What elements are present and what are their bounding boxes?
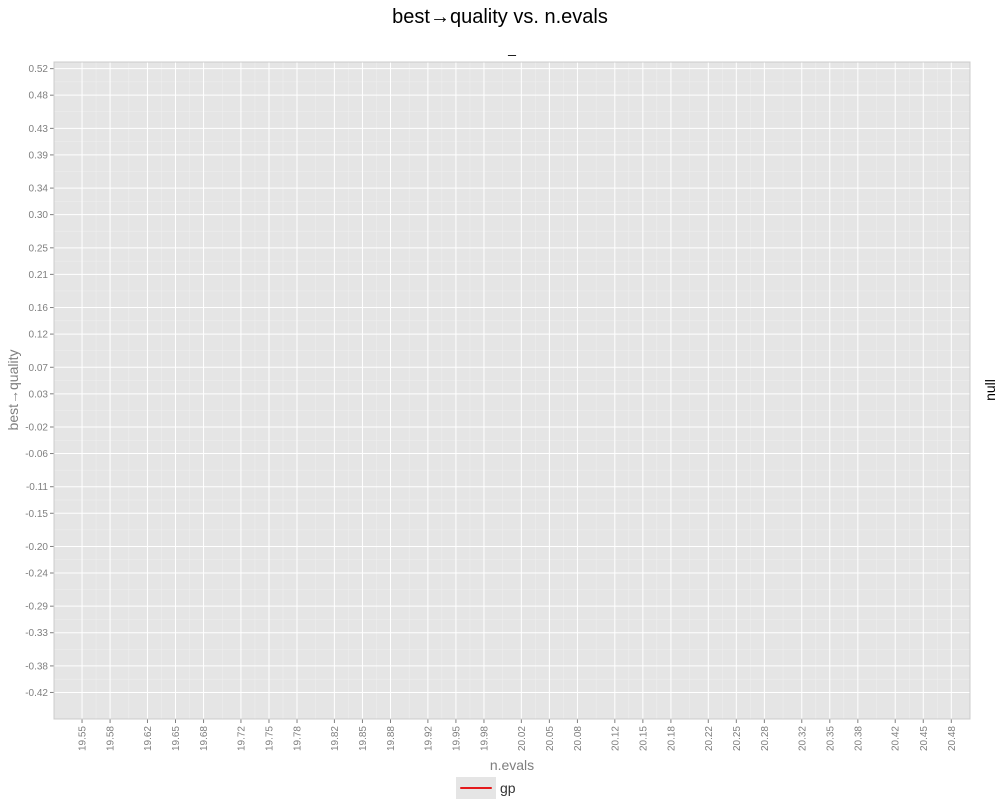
y-tick-label: 0.30 [29, 210, 49, 221]
y-tick-label: 0.48 [29, 91, 49, 102]
y-tick-label: 0.03 [29, 389, 49, 400]
x-tick-label: 19.62 [143, 726, 154, 751]
y-tick-label: -0.29 [25, 602, 48, 613]
y-tick-label: -0.38 [25, 661, 48, 672]
x-tick-label: 19.78 [293, 726, 304, 751]
y-axis-label: best→quality [5, 350, 21, 431]
y-tick-label: -0.11 [26, 482, 48, 493]
x-tick-label: 20.48 [947, 726, 958, 751]
x-tick-label: 20.18 [666, 726, 677, 751]
y-axis-ticks: 0.52 0.48 0.43 0.39 0.34 0.30 0.25 0.21 0.16 0.12… [25, 64, 54, 699]
x-tick-label: 19.65 [171, 726, 182, 751]
x-axis-ticks: 19.55 19.58 19.62 19.65 19.68 19.72 19.75 19.78… [78, 719, 958, 751]
y-tick-label: 0.25 [29, 243, 49, 254]
plot-panel-border [53, 61, 971, 720]
y-tick-label: -0.20 [25, 542, 48, 553]
y-tick-label: 0.07 [29, 363, 49, 374]
x-tick-label: 20.45 [919, 726, 930, 751]
x-tick-label: 20.25 [732, 726, 743, 751]
x-tick-label: 19.75 [264, 726, 275, 751]
x-tick-label: 19.82 [330, 726, 341, 751]
y-tick-label: 0.12 [29, 330, 49, 341]
gridlines [54, 62, 970, 719]
x-tick-label: 20.15 [638, 726, 649, 751]
legend: gp [456, 776, 516, 800]
legend-line-swatch [460, 787, 492, 789]
x-tick-label: 19.92 [423, 726, 434, 751]
x-tick-label: 20.02 [517, 726, 528, 751]
x-tick-label: 19.98 [479, 726, 490, 751]
x-tick-label: 20.38 [853, 726, 864, 751]
x-axis-label: n.evals [490, 757, 534, 773]
x-tick-label: 19.88 [386, 726, 397, 751]
x-tick-label: 19.72 [236, 726, 247, 751]
x-tick-label: 19.95 [451, 726, 462, 751]
y-tick-label: 0.16 [29, 303, 49, 314]
facet-label: _ [508, 40, 516, 56]
y-tick-label: -0.24 [25, 569, 48, 580]
x-tick-label: 20.12 [610, 726, 621, 751]
chart-title: best→quality vs. n.evals [392, 6, 608, 28]
y-tick-label: 0.43 [29, 124, 49, 135]
y-tick-label: -0.15 [25, 509, 48, 520]
x-tick-label: 19.55 [78, 726, 89, 751]
legend-label-gp: gp [500, 780, 516, 796]
y-tick-label: 0.34 [29, 184, 49, 195]
y-tick-label: -0.42 [25, 688, 48, 699]
y-tick-label: -0.02 [25, 423, 48, 434]
x-tick-label: 19.68 [199, 726, 210, 751]
x-tick-label: 19.58 [106, 726, 117, 751]
y-tick-label: 0.39 [29, 150, 49, 161]
x-tick-label: 20.05 [545, 726, 556, 751]
x-tick-label: 20.35 [825, 726, 836, 751]
y-tick-label: 0.52 [29, 64, 49, 75]
y-tick-label: -0.33 [25, 628, 48, 639]
y-tick-label: -0.06 [25, 449, 48, 460]
x-tick-label: 20.28 [760, 726, 771, 751]
x-tick-label: 19.85 [358, 726, 369, 751]
x-tick-label: 20.32 [797, 726, 808, 751]
x-tick-label: 20.42 [891, 726, 902, 751]
x-tick-label: 20.22 [704, 726, 715, 751]
legend-key-gp [456, 777, 496, 799]
plot-panel [54, 62, 970, 719]
y-tick-label: 0.21 [29, 270, 49, 281]
x-tick-label: 20.08 [573, 726, 584, 751]
